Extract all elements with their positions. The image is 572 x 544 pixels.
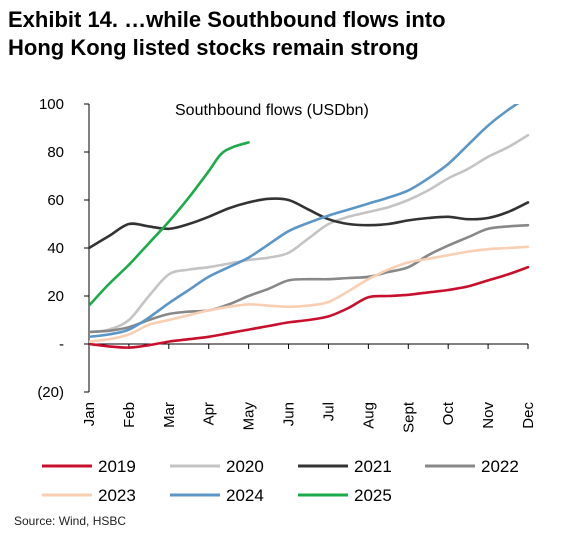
chart-axes: 100 80 60 40 20 - (20) Jan Feb Mar Apr May Jun Jul Aug… [37,96,537,433]
series-line-2024 [89,104,520,339]
legend-item-2023: 2023 [42,486,136,505]
x-tick-label: Sept [400,401,417,433]
x-tick-label: Jul [320,402,337,421]
y-tick-label: - [59,336,64,353]
x-tick-label: Apr [201,402,218,425]
x-tick-label: Dec [520,402,537,429]
title-line-2: Hong Kong listed stocks remain strong [8,35,419,60]
x-tick-label: Nov [480,402,497,429]
x-tick-label: Mar [161,402,178,428]
legend-item-2021: 2021 [298,457,392,476]
series-line-2020 [89,133,530,334]
series-line-2025 [89,141,250,307]
y-tick-label: (20) [37,384,64,401]
series-line-2023 [89,245,530,343]
x-tick-label: Feb [121,402,138,428]
series-line-2022 [89,223,530,334]
title-line-1: Exhibit 14. …while Southbound flows into [8,7,446,32]
legend-label: 2022 [481,457,519,476]
legend-label: 2021 [354,457,392,476]
chart-series-lines [89,104,530,349]
legend-label: 2023 [98,486,136,505]
y-tick-label: 40 [47,240,64,257]
y-tick-label: 100 [39,96,64,113]
x-tick-label: Aug [360,402,377,429]
x-tick-label: May [241,402,258,431]
y-tick-label: 20 [47,288,64,305]
x-tick-label: Oct [440,401,457,425]
chart-legend: 2019 2020 2021 2022 2023 2024 2025 [42,457,519,505]
legend-label: 2019 [98,457,136,476]
source-note: Source: Wind, HSBC [14,514,127,528]
series-line-2019 [89,265,530,349]
y-tick-label: 60 [47,192,64,209]
legend-item-2019: 2019 [42,457,136,476]
legend-item-2025: 2025 [298,486,392,505]
x-tick-label: Jan [81,402,98,426]
legend-label: 2024 [226,486,264,505]
legend-label: 2025 [354,486,392,505]
legend-item-2022: 2022 [425,457,519,476]
legend-label: 2020 [226,457,264,476]
legend-item-2020: 2020 [170,457,264,476]
chart-title: Exhibit 14. …while Southbound flows into… [8,6,564,62]
legend-item-2024: 2024 [170,486,264,505]
chart-annotation: Southbound flows (USDbn) [175,102,369,119]
x-tick-label: Jun [281,402,298,426]
y-tick-label: 80 [47,144,64,161]
